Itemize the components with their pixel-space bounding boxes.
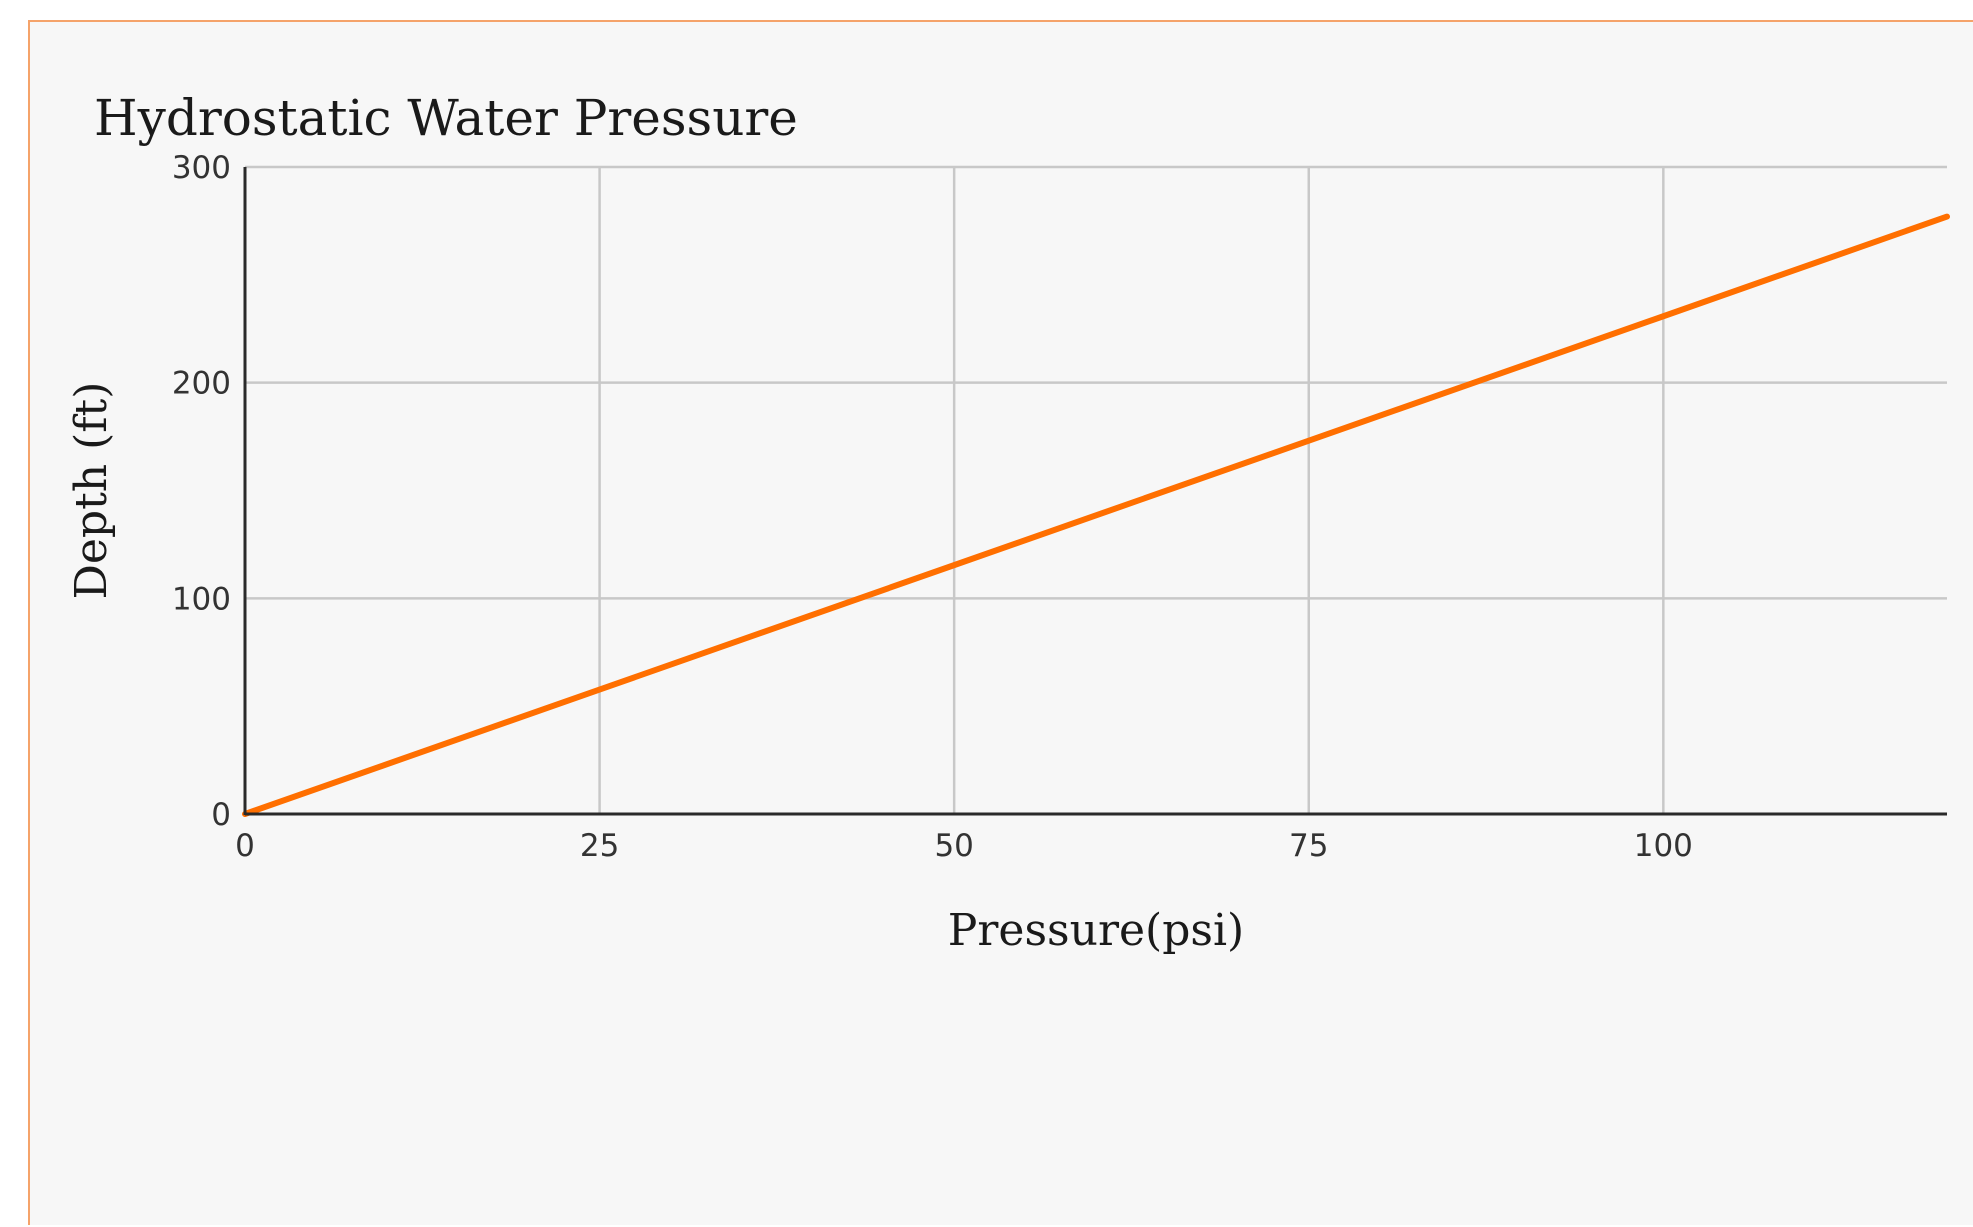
x-tick-label: 50 bbox=[934, 828, 973, 864]
x-axis-title: Pressure(psi) bbox=[948, 905, 1244, 956]
x-tick-label: 25 bbox=[580, 828, 619, 864]
x-tick-label: 100 bbox=[1634, 828, 1693, 864]
y-tick-label: 100 bbox=[172, 581, 231, 617]
tick-labels: 0 100 200 300 0 25 50 75 100 bbox=[172, 150, 1693, 864]
x-tick-label: 0 bbox=[235, 828, 255, 864]
grid bbox=[245, 165, 1947, 814]
chart-svg: Hydrostatic Water Pressure 0 100 200 300 0 25… bbox=[66, 89, 1950, 956]
series bbox=[242, 213, 1950, 817]
y-axis-title: Depth (ft) bbox=[66, 382, 117, 600]
axes bbox=[243, 167, 1947, 816]
y-tick-label: 300 bbox=[172, 150, 231, 186]
y-tick-label: 200 bbox=[172, 366, 231, 402]
series-line bbox=[242, 213, 1950, 817]
chart-title: Hydrostatic Water Pressure bbox=[94, 89, 798, 147]
x-tick-label: 75 bbox=[1289, 828, 1328, 864]
chart-container: Hydrostatic Water Pressure 0 100 200 300 0 25… bbox=[28, 20, 1973, 1225]
y-tick-label: 0 bbox=[211, 797, 231, 833]
